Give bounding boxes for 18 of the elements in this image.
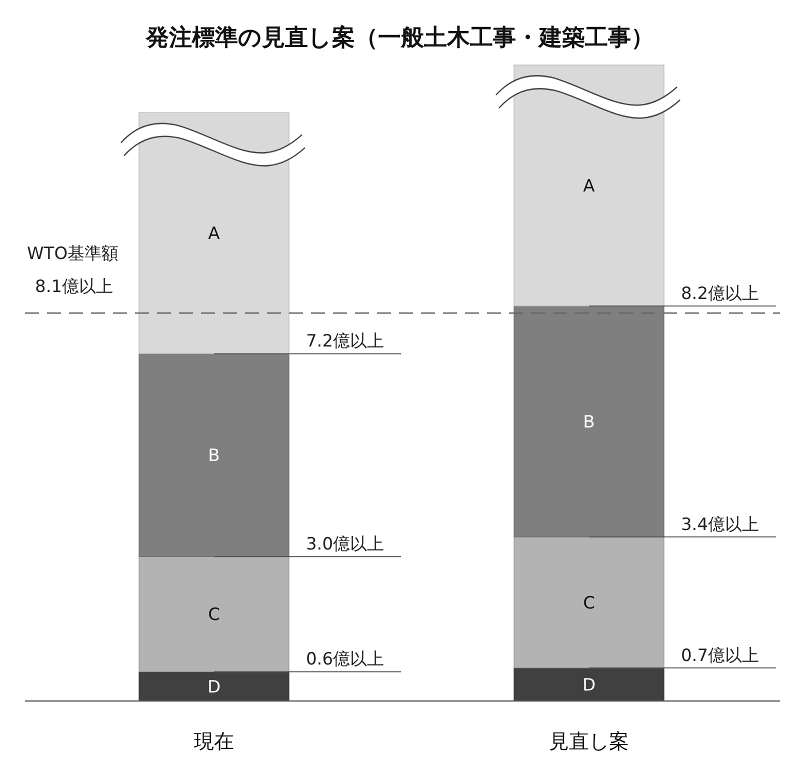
chart-title: 発注標準の見直し案（一般土木工事・建築工事） [145, 24, 654, 51]
text: C [583, 593, 595, 614]
series-label: C [208, 605, 220, 626]
annotation: 3.4億以上 [680, 514, 760, 535]
text: D [582, 675, 596, 696]
x-tick-label: 見直し案 [549, 729, 629, 753]
ref-line-label: WTO基準額 8.1億以上 [27, 244, 119, 298]
series-label: A [583, 176, 596, 196]
series-label: D [207, 677, 221, 698]
series-label: B [583, 412, 595, 432]
x-tick-label: 現在 [194, 729, 234, 753]
annotation: 3.0億以上 [306, 534, 384, 555]
annotation: 7.2億以上 [306, 332, 384, 352]
text: A [208, 224, 220, 244]
annotation: 8.2億以上 [680, 284, 760, 304]
text: B [208, 446, 220, 466]
annotation: 0.7億以上 [680, 646, 760, 666]
annotation: 0.6億以上 [306, 650, 384, 670]
